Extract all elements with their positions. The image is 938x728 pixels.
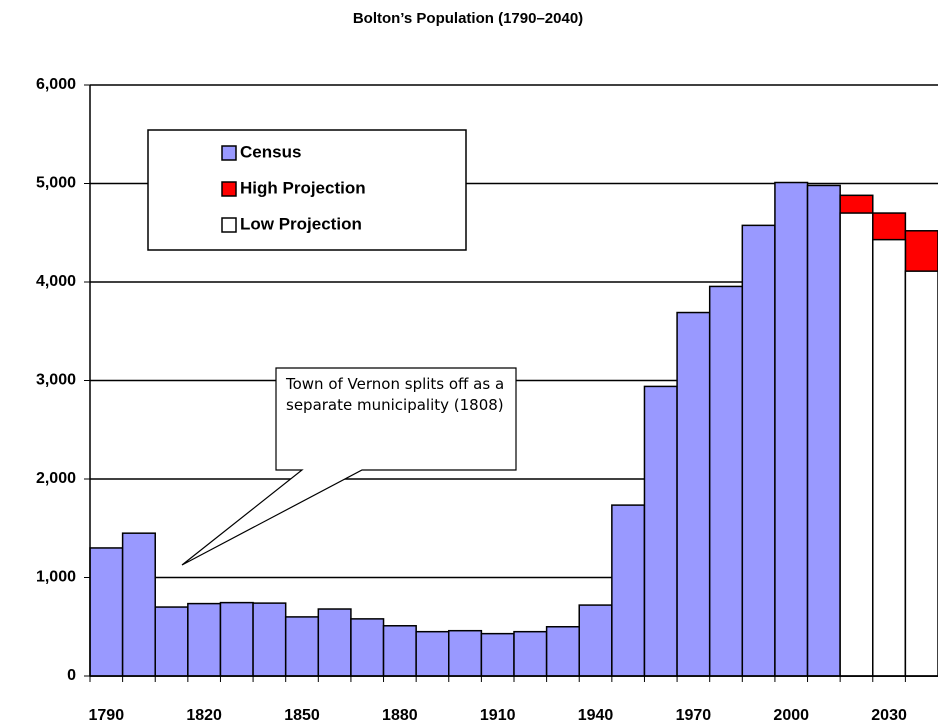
bar [513, 630, 548, 677]
x-tick-label: 2000 [773, 707, 809, 724]
bar [806, 184, 841, 677]
bar [219, 601, 254, 677]
annotation: Town of Vernon splits off as a separate … [286, 375, 505, 414]
x-tick-label: 1790 [89, 707, 125, 724]
bar [154, 606, 189, 677]
y-tick-label: 3,000 [36, 372, 76, 389]
bar [350, 618, 385, 677]
legend-label: Low Projection [240, 214, 362, 233]
bar [578, 604, 613, 677]
bar [676, 311, 711, 677]
x-tick-label: 1850 [284, 707, 320, 724]
bar [611, 504, 646, 677]
y-tick-label: 4,000 [36, 273, 76, 290]
y-tick-label: 5,000 [36, 175, 76, 192]
y-tick-label: 0 [67, 667, 76, 684]
bar [480, 632, 515, 677]
bar [643, 385, 678, 677]
legend-label: High Projection [240, 178, 366, 197]
x-tick-label: 1910 [480, 707, 516, 724]
legend-box [147, 129, 467, 251]
legend-label: Census [240, 142, 301, 161]
legend-swatch [221, 145, 237, 161]
x-tick-label: 1970 [676, 707, 712, 724]
y-tick-label: 2,000 [36, 470, 76, 487]
bar [121, 532, 156, 677]
bar [187, 602, 222, 677]
y-tick-label: 1,000 [36, 569, 76, 586]
x-tick-label: 1880 [382, 707, 418, 724]
bar [708, 285, 744, 677]
y-tick-label: 6,000 [36, 76, 76, 93]
bar [317, 608, 352, 677]
bar [382, 625, 417, 677]
legend-swatch [221, 217, 237, 233]
x-tick-label: 2030 [871, 707, 907, 724]
legend-swatch [221, 181, 237, 197]
bar [89, 547, 124, 677]
bar [774, 181, 809, 677]
bar [872, 238, 907, 677]
callout [181, 367, 517, 566]
bar [415, 630, 450, 677]
bar [545, 626, 580, 677]
x-tick-label: 1940 [578, 707, 614, 724]
bar [839, 212, 874, 677]
x-tick-label: 1820 [186, 707, 222, 724]
bar [448, 629, 483, 677]
bar [904, 270, 938, 677]
bar [284, 616, 320, 677]
chart-title: Bolton’s Population (1790–2040) [353, 10, 583, 27]
bar [252, 602, 287, 677]
bar [741, 224, 776, 677]
